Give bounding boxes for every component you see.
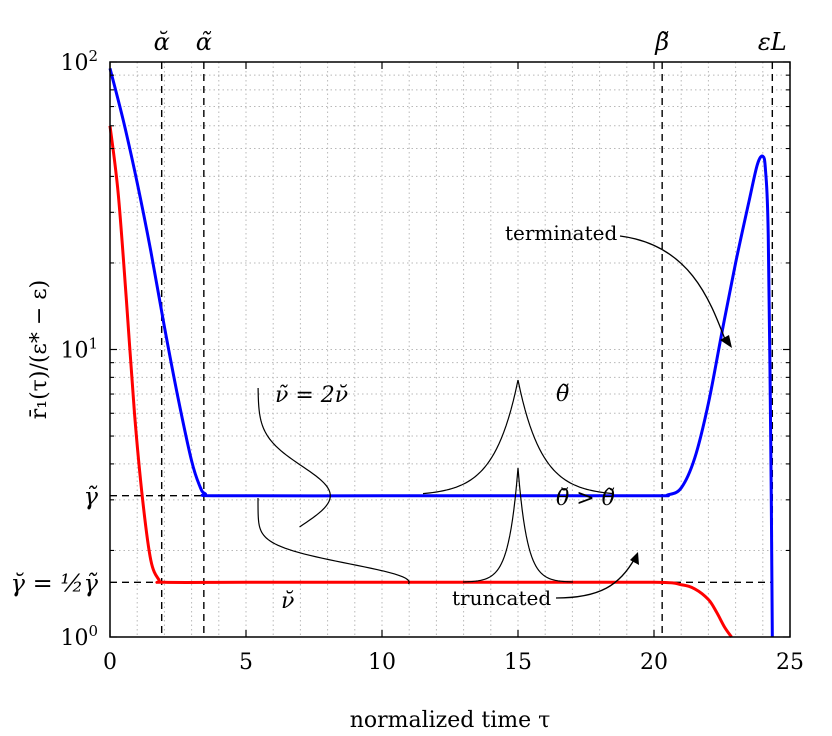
grid	[110, 62, 790, 637]
vline-label: ᾰ	[154, 28, 170, 56]
x-tick-label: 5	[239, 650, 253, 675]
x-tick-label: 25	[776, 650, 804, 675]
annotation-arrows	[555, 235, 732, 599]
annotation-theta-tilde: θ̃	[556, 382, 569, 407]
series-group	[108, 68, 774, 638]
truncated-arrowhead	[630, 552, 639, 565]
annotation-terminated: terminated	[505, 221, 617, 245]
reference-lines: ᾰ α̃ β̃ εL γ̃ γ̆ = ½γ̃	[11, 28, 787, 637]
truncated-arrow	[555, 557, 636, 599]
hline-label: γ̆ = ½γ̃	[11, 569, 99, 597]
distribution-sketches	[257, 379, 614, 585]
annotation-theta-relation: θ̆ > θ̃	[556, 486, 615, 511]
y-tick-label: 100	[60, 622, 98, 651]
x-axis-label: normalized time τ	[350, 708, 551, 733]
x-tick-label: 15	[504, 650, 532, 675]
nu-tilde-curve	[257, 387, 331, 528]
annotation-truncated: truncated	[452, 586, 551, 610]
theta-tilde-curve	[517, 379, 614, 495]
vline-label: α̃	[196, 28, 212, 56]
annotation-nu-relation: ν̃ = 2ν̆	[275, 383, 348, 408]
x-tick-label: 20	[640, 650, 668, 675]
vline-label: β̃	[654, 28, 669, 56]
y-tick-label: 102	[60, 47, 98, 76]
x-tick-label: 10	[368, 650, 396, 675]
y-tick-label: 101	[60, 335, 98, 364]
plot-frame	[109, 61, 791, 638]
annotation-nu-breve: ν̆	[281, 589, 294, 614]
axis-ticks: 0 5 10 15 20 25 100 101 102	[60, 47, 804, 675]
x-tick-label: 0	[103, 650, 117, 675]
y-axis-label: r̄₁(τ)/(ε* − ε)	[27, 280, 52, 419]
vline-label: εL	[758, 28, 787, 56]
theta-breve-curve	[462, 467, 574, 583]
terminated-arrowhead	[720, 335, 732, 348]
nu-breve-curve	[257, 497, 410, 585]
hline-label: γ̃	[84, 483, 99, 511]
theta-tilde-curve	[422, 379, 519, 495]
series-line-blue	[108, 68, 774, 638]
series-line-red	[108, 125, 733, 638]
terminated-arrow	[619, 235, 727, 343]
